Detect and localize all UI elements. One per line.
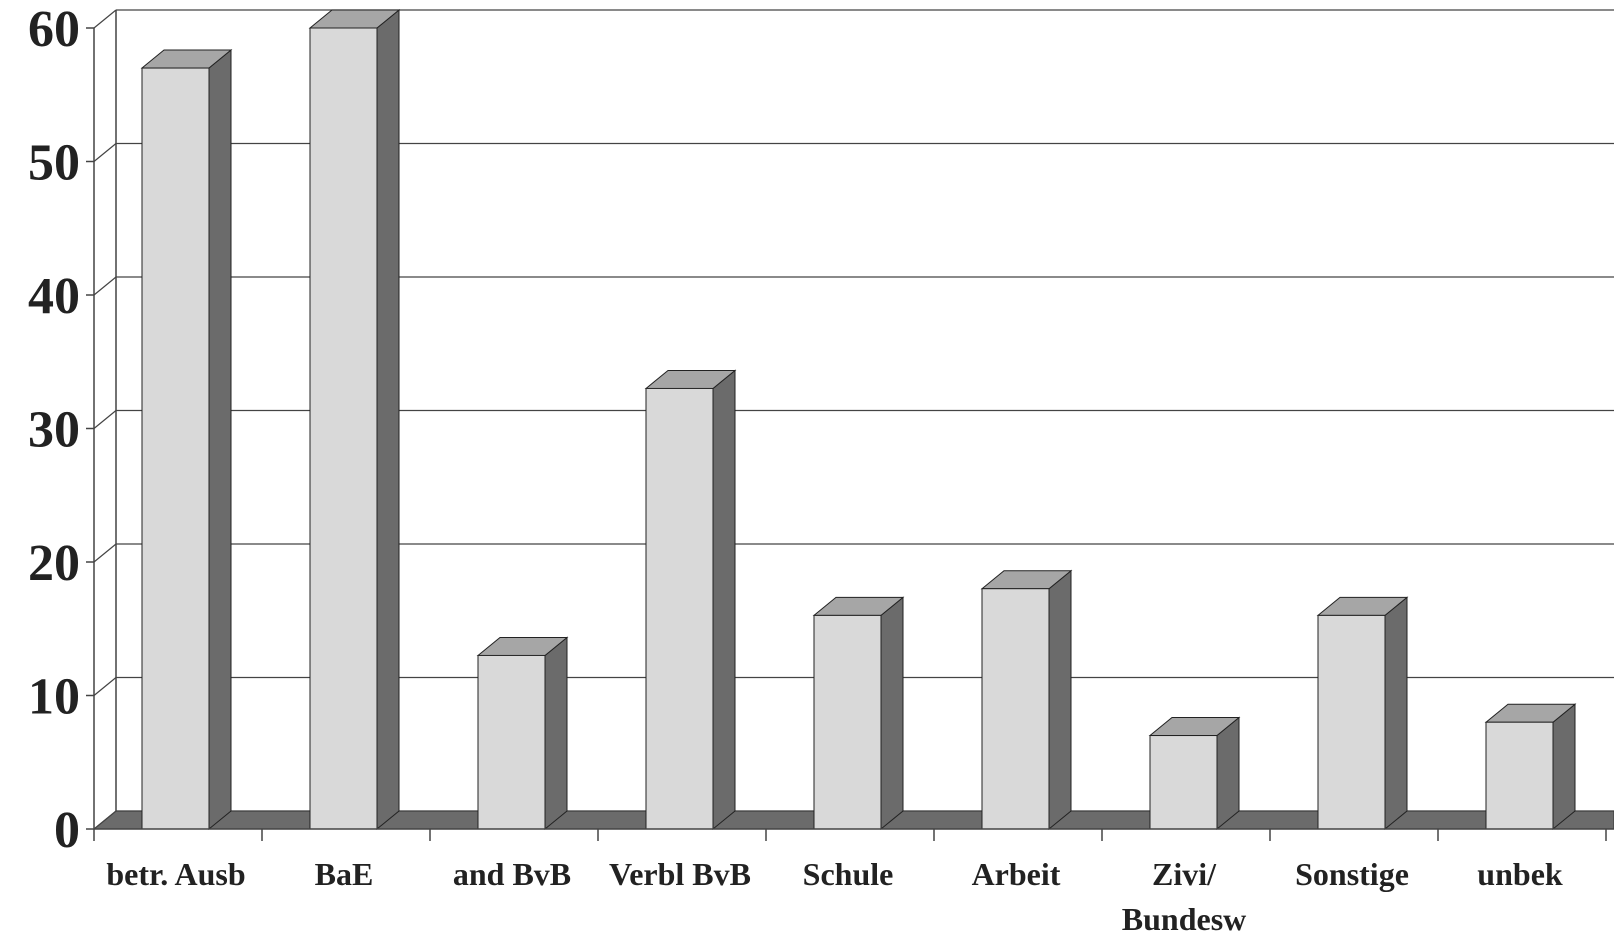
y-tick-labels: 0 10 20 30 40 50 60 bbox=[28, 1, 80, 859]
bar-side bbox=[1552, 703, 1576, 831]
y-tick-label: 50 bbox=[28, 135, 80, 192]
y-depth-line bbox=[93, 677, 117, 696]
y-tick-label: 10 bbox=[28, 669, 80, 726]
y-tick-label: 40 bbox=[28, 268, 80, 325]
y-tick-label: 30 bbox=[28, 402, 80, 459]
bar bbox=[1316, 596, 1409, 831]
bar bbox=[980, 569, 1073, 831]
bar-front bbox=[645, 387, 714, 830]
x-tick-label: unbek bbox=[1477, 856, 1563, 892]
bar-side bbox=[544, 636, 568, 831]
bar-side bbox=[712, 369, 736, 831]
x-tick-label: BaE bbox=[315, 856, 374, 892]
bar-front bbox=[981, 588, 1050, 830]
bar-side bbox=[880, 596, 904, 831]
x-tick-labels: betr. Ausb BaE and BvB Verbl BvB Schule Arbei… bbox=[106, 856, 1563, 937]
y-depth-line bbox=[93, 9, 117, 29]
y-tick-label: 0 bbox=[54, 802, 80, 859]
bar-front bbox=[813, 614, 882, 830]
bar-side bbox=[1216, 716, 1240, 831]
x-tick-label: Sonstige bbox=[1295, 856, 1409, 892]
bar-side bbox=[1384, 596, 1408, 831]
y-depth-line bbox=[93, 143, 117, 162]
bar-front bbox=[477, 654, 546, 830]
bar-side bbox=[1048, 569, 1072, 831]
bar bbox=[476, 636, 569, 831]
bar bbox=[308, 8, 401, 831]
bar bbox=[140, 48, 233, 831]
x-tick-label: and BvB bbox=[453, 856, 571, 892]
y-tick-label: 20 bbox=[28, 535, 80, 592]
y-depth-line bbox=[93, 543, 117, 563]
bar bbox=[812, 596, 905, 831]
y-depth-line bbox=[93, 410, 117, 429]
y-tick-label: 60 bbox=[28, 1, 80, 58]
bar-side bbox=[208, 48, 232, 831]
bar bbox=[1148, 716, 1241, 831]
bar-front bbox=[1485, 721, 1554, 830]
bar-front bbox=[1317, 614, 1386, 830]
bar-front bbox=[141, 67, 210, 830]
bars-layer bbox=[140, 8, 1577, 831]
axes-layer bbox=[86, 9, 1614, 841]
bar-front bbox=[309, 27, 378, 830]
x-tick-label: Arbeit bbox=[972, 856, 1061, 892]
bar-front bbox=[1149, 735, 1218, 830]
x-tick-label: Zivi/Bundesw bbox=[1122, 856, 1247, 937]
bar-side bbox=[376, 8, 400, 831]
bar bbox=[1484, 703, 1577, 831]
y-depth-line bbox=[93, 810, 117, 830]
x-tick-label: betr. Ausb bbox=[106, 856, 245, 892]
x-tick-label: Verbl BvB bbox=[609, 856, 751, 892]
y-depth-line bbox=[93, 276, 117, 296]
bar bbox=[644, 369, 737, 831]
x-tick-label: Schule bbox=[803, 856, 894, 892]
